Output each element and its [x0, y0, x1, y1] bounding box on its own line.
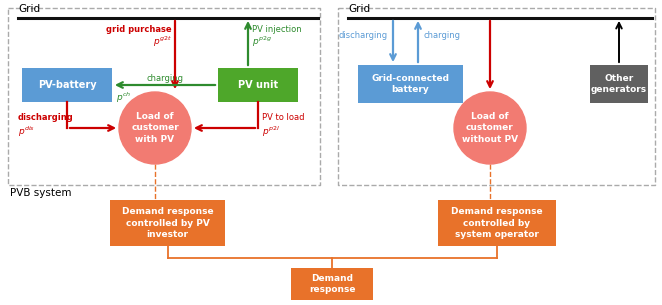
Text: PV-battery: PV-battery	[38, 80, 96, 90]
Text: Other
generators: Other generators	[591, 74, 647, 94]
Text: PVB system: PVB system	[10, 188, 71, 198]
Text: $p^{p2g}$: $p^{p2g}$	[252, 35, 272, 49]
Text: PV injection: PV injection	[252, 26, 302, 34]
Text: Load of
customer
with PV: Load of customer with PV	[131, 113, 179, 144]
Text: Demand response
controlled by PV
investor: Demand response controlled by PV investo…	[122, 207, 213, 239]
FancyBboxPatch shape	[358, 65, 463, 103]
Text: PV to load: PV to load	[262, 113, 305, 123]
Text: Demand
response: Demand response	[308, 274, 355, 294]
Text: discharging: discharging	[18, 113, 73, 123]
FancyBboxPatch shape	[110, 200, 225, 246]
Text: charging: charging	[423, 31, 460, 41]
FancyBboxPatch shape	[218, 68, 298, 102]
Text: charging: charging	[146, 74, 183, 83]
Text: $p^{p2l}$: $p^{p2l}$	[262, 125, 280, 139]
Text: $p^{dis}$: $p^{dis}$	[18, 125, 35, 139]
Text: PV unit: PV unit	[238, 80, 278, 90]
FancyBboxPatch shape	[22, 68, 112, 102]
Text: Grid: Grid	[18, 4, 40, 14]
Circle shape	[119, 92, 191, 164]
Text: grid purchase: grid purchase	[107, 26, 172, 34]
Text: Demand response
controlled by
system operator: Demand response controlled by system ope…	[451, 207, 543, 239]
Text: $p^{g2t}$: $p^{g2t}$	[153, 35, 172, 49]
Text: $p^{ch}$: $p^{ch}$	[116, 91, 131, 106]
FancyBboxPatch shape	[438, 200, 556, 246]
Text: Load of
customer
without PV: Load of customer without PV	[462, 113, 518, 144]
Text: discharging: discharging	[339, 31, 388, 41]
Text: Grid: Grid	[348, 4, 370, 14]
FancyBboxPatch shape	[291, 268, 373, 300]
FancyBboxPatch shape	[590, 65, 648, 103]
Circle shape	[454, 92, 526, 164]
Text: Grid-connected
battery: Grid-connected battery	[371, 74, 449, 94]
